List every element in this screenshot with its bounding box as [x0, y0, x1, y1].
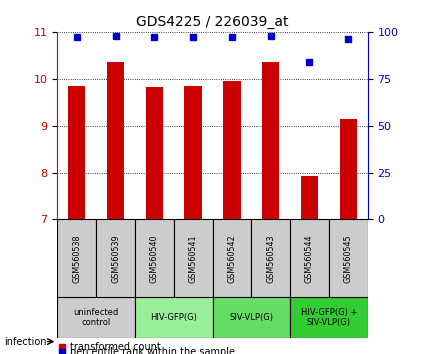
Bar	[184, 86, 202, 219]
Text: GSM560543: GSM560543	[266, 234, 275, 283]
Text: percentile rank within the sample: percentile rank within the sample	[70, 347, 235, 354]
Title: GDS4225 / 226039_at: GDS4225 / 226039_at	[136, 16, 289, 29]
Bar	[290, 219, 329, 297]
Bar	[174, 219, 212, 297]
Text: GSM560544: GSM560544	[305, 234, 314, 283]
Bar	[212, 297, 290, 338]
Bar	[262, 62, 279, 219]
Bar	[135, 297, 212, 338]
Text: GSM560541: GSM560541	[189, 234, 198, 283]
Text: GSM560542: GSM560542	[227, 234, 236, 283]
Bar	[301, 176, 318, 219]
Text: transformed count: transformed count	[70, 342, 161, 352]
Bar	[57, 219, 96, 297]
Text: uninfected
control: uninfected control	[74, 308, 119, 327]
Bar	[107, 62, 124, 219]
Bar	[68, 86, 85, 219]
Text: GSM560538: GSM560538	[72, 234, 81, 283]
Text: infection: infection	[4, 337, 47, 347]
Bar	[135, 219, 174, 297]
Text: SIV-VLP(G): SIV-VLP(G)	[229, 313, 273, 322]
Bar	[146, 87, 163, 219]
Bar	[96, 219, 135, 297]
Text: GSM560545: GSM560545	[344, 234, 353, 283]
Bar	[57, 297, 135, 338]
Bar	[251, 219, 290, 297]
Text: HIV-GFP(G) +
SIV-VLP(G): HIV-GFP(G) + SIV-VLP(G)	[300, 308, 357, 327]
Bar	[223, 81, 241, 219]
Bar	[340, 119, 357, 219]
Text: GSM560540: GSM560540	[150, 234, 159, 283]
Text: HIV-GFP(G): HIV-GFP(G)	[150, 313, 197, 322]
Bar	[329, 219, 368, 297]
Bar	[290, 297, 368, 338]
Bar	[212, 219, 251, 297]
Text: GSM560539: GSM560539	[111, 234, 120, 283]
